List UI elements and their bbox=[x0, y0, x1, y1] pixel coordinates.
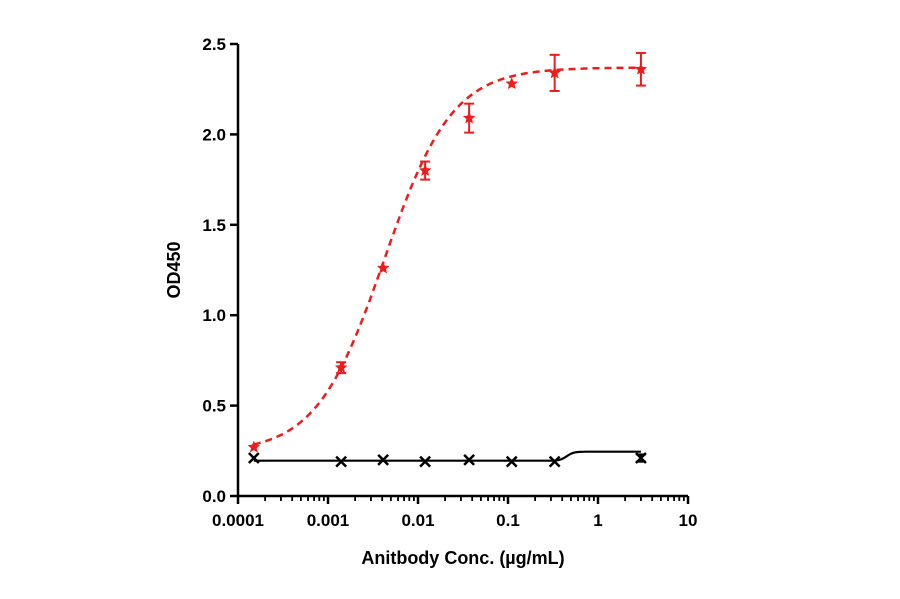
data-point-series-2 bbox=[635, 452, 647, 464]
data-point-series-1 bbox=[462, 111, 476, 124]
data-point-series-1 bbox=[418, 163, 432, 176]
data-point-series-1 bbox=[548, 66, 562, 79]
x-marker-stroke bbox=[548, 455, 561, 468]
fit-lines bbox=[253, 66, 641, 462]
x-marker-stroke bbox=[635, 452, 647, 464]
data-marks bbox=[247, 52, 648, 468]
x-tick-label: 0.01 bbox=[401, 511, 434, 530]
data-point-series-2 bbox=[247, 452, 260, 464]
y-tick-label: 1.5 bbox=[202, 216, 226, 235]
data-point-series-2 bbox=[335, 455, 348, 468]
data-point-series-2 bbox=[419, 455, 432, 468]
y-tick-label: 2.5 bbox=[202, 35, 226, 54]
x-marker-stroke bbox=[335, 455, 348, 468]
y-tick-label: 0.5 bbox=[202, 397, 226, 416]
x-marker-stroke bbox=[419, 455, 432, 468]
x-marker-stroke bbox=[377, 453, 390, 466]
data-point-series-2 bbox=[505, 455, 518, 468]
y-tick-label: 0.0 bbox=[202, 487, 226, 506]
x-marker-stroke bbox=[247, 452, 260, 464]
fit-line-series-2 bbox=[253, 450, 641, 462]
x-axis-title: Anitbody Conc. (µg/mL) bbox=[361, 548, 564, 568]
fit-line-series-1 bbox=[253, 66, 641, 446]
data-point-series-1 bbox=[247, 440, 261, 453]
y-tick-label: 2.0 bbox=[202, 125, 226, 144]
x-tick-label: 0.001 bbox=[307, 511, 350, 530]
x-marker-stroke bbox=[463, 453, 476, 466]
data-point-series-2 bbox=[548, 455, 561, 468]
data-point-series-2 bbox=[463, 453, 476, 466]
data-point-series-1 bbox=[634, 62, 648, 75]
x-tick-label: 0.1 bbox=[496, 511, 520, 530]
x-tick-label: 10 bbox=[679, 511, 698, 530]
x-marker-stroke bbox=[505, 455, 518, 468]
data-point-series-1 bbox=[505, 77, 519, 90]
data-point-series-1 bbox=[376, 261, 390, 274]
y-tick-label: 1.0 bbox=[202, 306, 226, 325]
x-tick-label: 0.0001 bbox=[212, 511, 264, 530]
data-point-series-1 bbox=[334, 360, 348, 374]
y-axis-title: OD450 bbox=[164, 241, 184, 298]
data-point-series-2 bbox=[377, 453, 390, 466]
x-tick-label: 1 bbox=[593, 511, 602, 530]
axes: 0.0 0.5 1.0 1.5 2.0 2.5 0.0001 0.001 0.01 0.1 1 10 bbox=[202, 35, 697, 530]
